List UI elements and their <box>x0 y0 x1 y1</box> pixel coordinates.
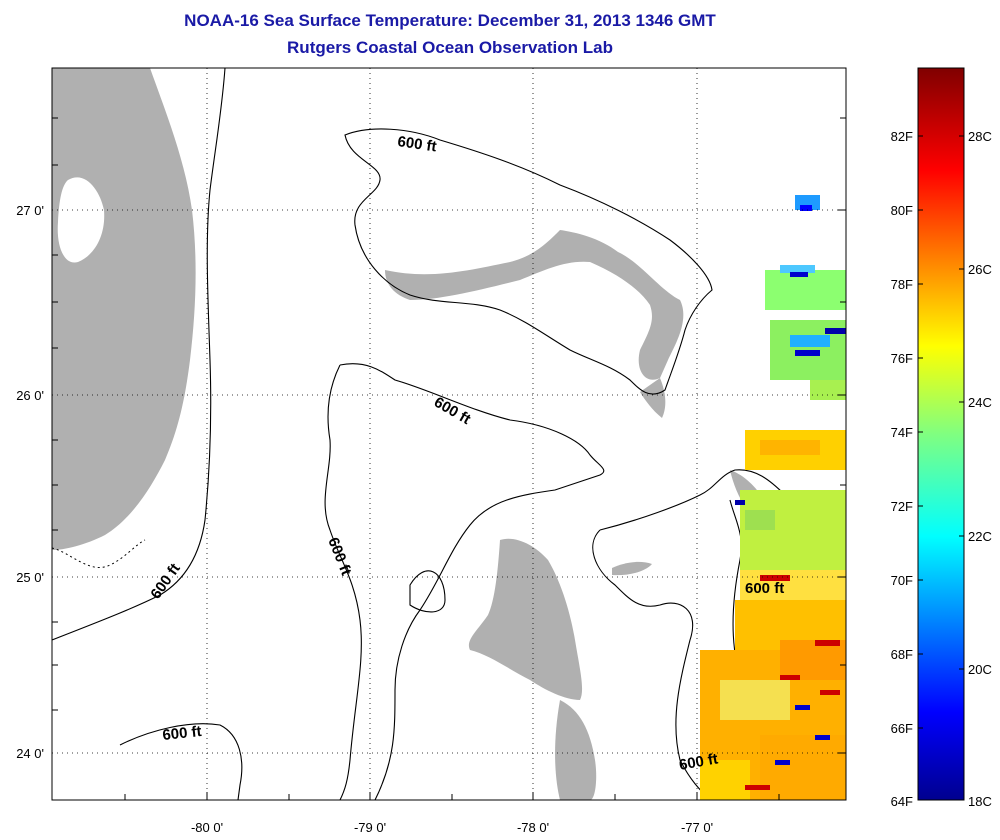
axis-ticks <box>52 117 846 800</box>
grand-bahama-land <box>385 230 684 380</box>
lake-okeechobee <box>57 177 105 263</box>
fahrenheit-label: 78F <box>891 277 913 292</box>
celsius-label: 26C <box>968 262 992 277</box>
map-frame <box>51 67 847 801</box>
fahrenheit-label: 80F <box>891 203 913 218</box>
contour-label: 600 ft <box>745 580 784 597</box>
longitude-label: -77 0' <box>681 820 713 835</box>
fahrenheit-label: 64F <box>891 794 913 809</box>
map-area: 600 ft 600 ft 600 ft 600 ft 600 ft 600 f… <box>52 68 846 800</box>
celsius-label: 24C <box>968 395 992 410</box>
longitude-label: -78 0' <box>517 820 549 835</box>
fahrenheit-label: 66F <box>891 721 913 736</box>
florida-keys <box>52 539 146 568</box>
andros-south-land <box>555 700 597 800</box>
longitude-label: -79 0' <box>354 820 386 835</box>
abaco-land <box>640 378 666 418</box>
sst-data <box>700 195 846 800</box>
celsius-label: 18C <box>968 794 992 809</box>
latitude-label: 25 0' <box>16 570 44 585</box>
latitude-label: 26 0' <box>16 388 44 403</box>
andros-land <box>468 538 583 700</box>
fahrenheit-label: 68F <box>891 647 913 662</box>
celsius-label: 20C <box>968 662 992 677</box>
celsius-label: 28C <box>968 129 992 144</box>
contour-label-group: 600 ft 600 ft 600 ft 600 ft 600 ft 600 f… <box>147 133 784 774</box>
colorbar-celsius-labels: 28C 26C 24C 22C 20C 18C <box>968 129 992 809</box>
colorbar <box>917 67 965 801</box>
contour-label: 600 ft <box>678 750 720 774</box>
latitude-label: 27 0' <box>16 203 44 218</box>
fahrenheit-label: 76F <box>891 351 913 366</box>
map-subtitle: Rutgers Coastal Ocean Observation Lab <box>287 38 613 57</box>
map-title: NOAA-16 Sea Surface Temperature: Decembe… <box>184 11 716 30</box>
contour-label: 600 ft <box>162 723 203 744</box>
contour-label: 600 ft <box>396 133 437 155</box>
colorbar-fahrenheit-labels: 82F 80F 78F 76F 74F 72F 70F 68F 66F 64F <box>891 129 913 809</box>
graticule <box>52 68 846 800</box>
colorbar-ticks <box>918 135 964 729</box>
fahrenheit-label: 82F <box>891 129 913 144</box>
fahrenheit-label: 70F <box>891 573 913 588</box>
new-providence-land <box>612 561 652 576</box>
fahrenheit-label: 72F <box>891 499 913 514</box>
fahrenheit-label: 74F <box>891 425 913 440</box>
latitude-labels: 27 0' 26 0' 25 0' 24 0' <box>16 203 44 761</box>
longitude-labels: -80 0' -79 0' -78 0' -77 0' <box>191 820 713 835</box>
latitude-label: 24 0' <box>16 746 44 761</box>
celsius-label: 22C <box>968 529 992 544</box>
longitude-label: -80 0' <box>191 820 223 835</box>
